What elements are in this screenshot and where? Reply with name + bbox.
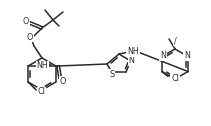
Text: N: N bbox=[184, 51, 190, 60]
Text: N: N bbox=[128, 56, 134, 65]
Text: O: O bbox=[23, 17, 29, 25]
Text: S: S bbox=[109, 70, 115, 79]
Text: NH: NH bbox=[36, 61, 48, 71]
Text: O: O bbox=[27, 33, 33, 41]
Text: N: N bbox=[160, 51, 166, 60]
Text: Cl: Cl bbox=[171, 74, 179, 83]
Text: Cl: Cl bbox=[37, 87, 45, 97]
Text: NH: NH bbox=[127, 48, 139, 56]
Text: /: / bbox=[174, 37, 176, 45]
Text: O: O bbox=[60, 76, 66, 86]
